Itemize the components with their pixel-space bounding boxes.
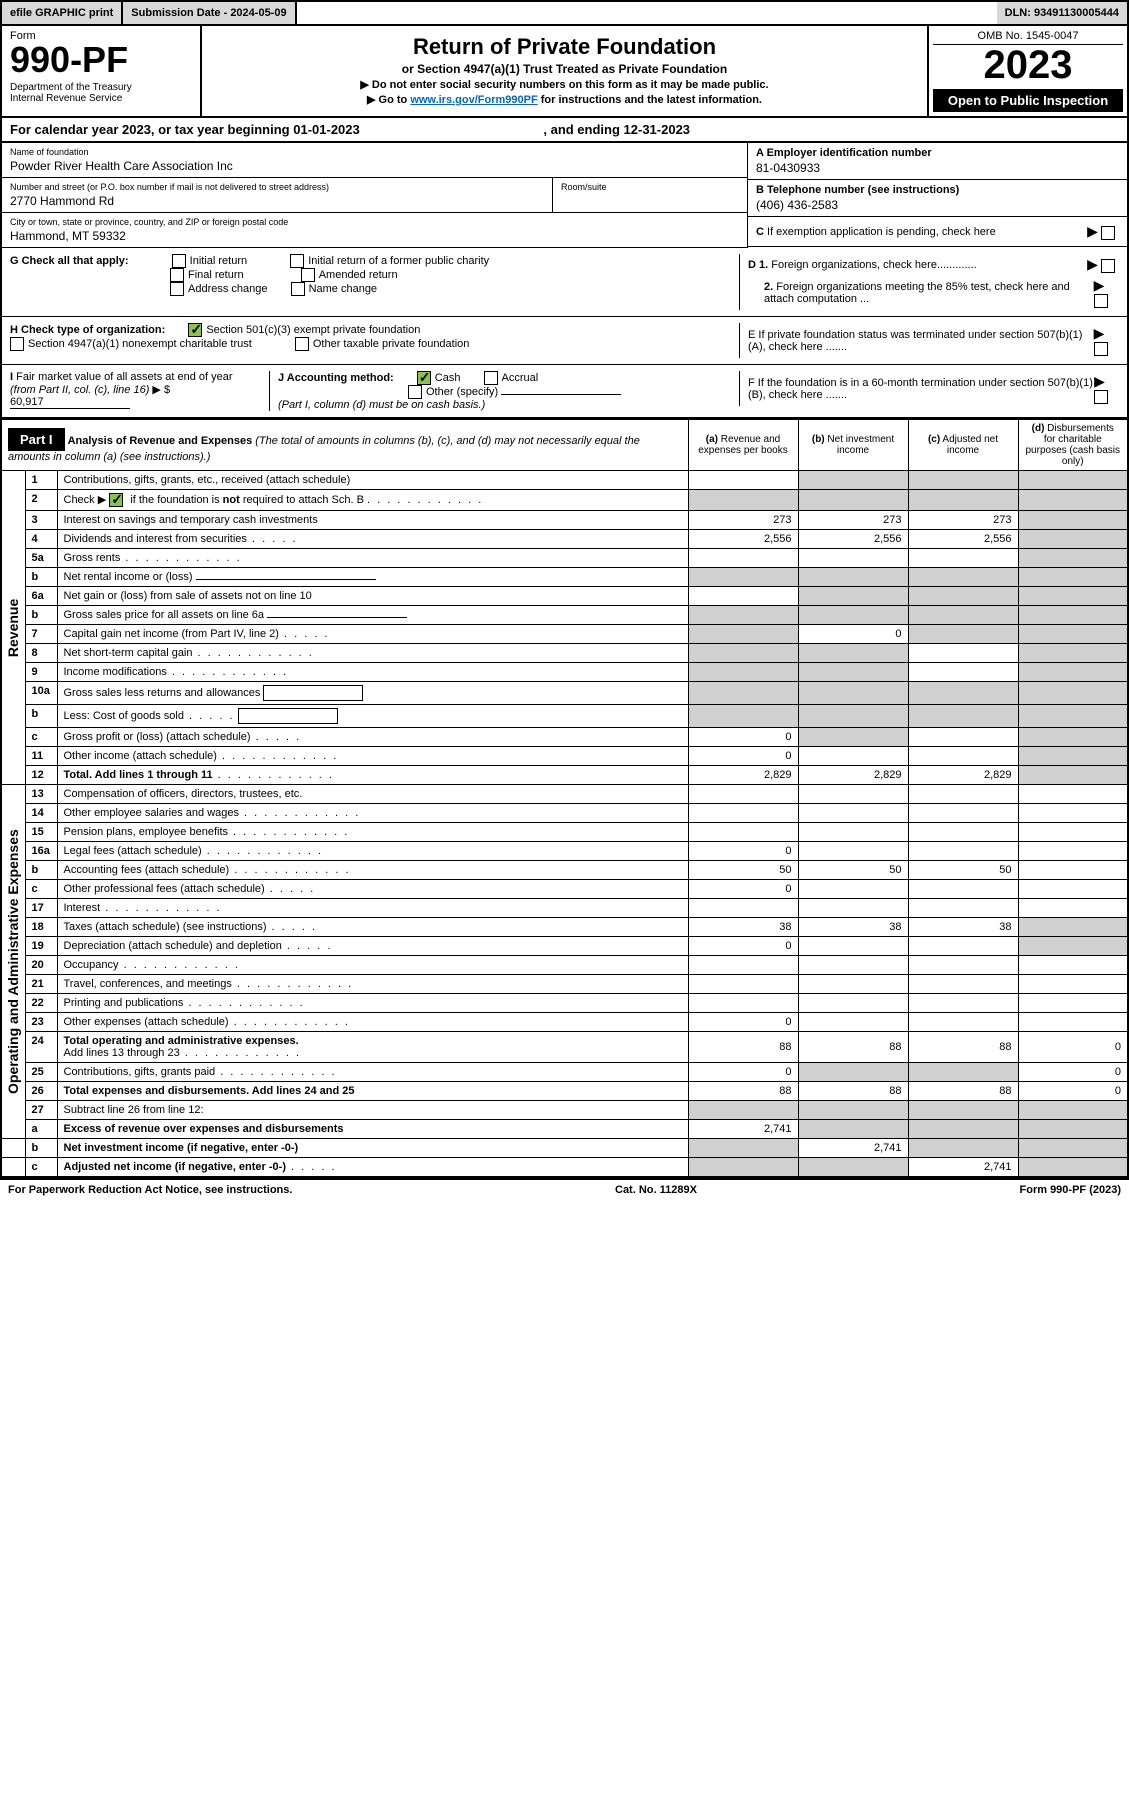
d1-checkbox[interactable] — [1101, 259, 1115, 273]
part1-table: Part I Analysis of Revenue and Expenses … — [0, 419, 1129, 1178]
g-section: G Check all that apply: Initial return I… — [10, 254, 747, 296]
section-g-d: G Check all that apply: Initial return I… — [0, 248, 1129, 317]
foundation-name: Powder River Health Care Association Inc — [10, 159, 739, 173]
amended-return-checkbox[interactable] — [301, 268, 315, 282]
section-h-e: H Check type of organization: Section 50… — [0, 317, 1129, 365]
street-address: 2770 Hammond Rd — [10, 194, 544, 208]
exemption-pending-cell: C If exemption application is pending, c… — [748, 217, 1127, 247]
dept-treasury: Department of the TreasuryInternal Reven… — [10, 82, 192, 104]
irs-link[interactable]: www.irs.gov/Form990PF — [410, 94, 537, 106]
ein: 81-0430933 — [756, 161, 1119, 175]
final-return-checkbox[interactable] — [170, 268, 184, 282]
dln: DLN: 93491130005444 — [997, 2, 1127, 24]
phone: (406) 436-2583 — [756, 198, 1119, 212]
501c3-checkbox[interactable] — [188, 323, 202, 337]
part1-badge: Part I — [8, 428, 65, 451]
phone-cell: B Telephone number (see instructions) (4… — [748, 180, 1127, 217]
e-checkbox[interactable] — [1094, 342, 1108, 356]
col-b-header: (b) Net investment income — [798, 420, 908, 471]
address-cell: Number and street (or P.O. box number if… — [2, 178, 553, 213]
f-checkbox[interactable] — [1094, 390, 1108, 404]
col-a-header: (a) Revenue and expenses per books — [688, 420, 798, 471]
city-state-zip: Hammond, MT 59332 — [10, 229, 739, 243]
h-section: H Check type of organization: Section 50… — [10, 323, 747, 351]
header-left: Form 990-PF Department of the TreasuryIn… — [2, 26, 202, 116]
fmv-value: 60,917 — [10, 396, 130, 409]
accrual-checkbox[interactable] — [484, 371, 498, 385]
cash-checkbox[interactable] — [417, 371, 431, 385]
note-link: ▶ Go to www.irs.gov/Form990PF for instru… — [210, 93, 919, 106]
col-d-header: (d) Disbursements for charitable purpose… — [1018, 420, 1128, 471]
d-section: D 1. Foreign organizations, check here..… — [739, 254, 1119, 310]
schb-checkbox[interactable] — [109, 493, 123, 507]
top-bar: efile GRAPHIC print Submission Date - 20… — [0, 0, 1129, 26]
e-section: E If private foundation status was termi… — [739, 323, 1119, 358]
ein-cell: A Employer identification number 81-0430… — [748, 143, 1127, 180]
header-right: OMB No. 1545-0047 2023 Open to Public In… — [927, 26, 1127, 116]
cat-no: Cat. No. 11289X — [615, 1184, 697, 1196]
efile-label[interactable]: efile GRAPHIC print — [2, 2, 123, 24]
c-checkbox[interactable] — [1101, 226, 1115, 240]
paperwork-notice: For Paperwork Reduction Act Notice, see … — [8, 1184, 292, 1196]
d2-checkbox[interactable] — [1094, 294, 1108, 308]
revenue-side-label: Revenue — [1, 471, 25, 785]
i-section: I Fair market value of all assets at end… — [10, 371, 270, 411]
name-change-checkbox[interactable] — [291, 282, 305, 296]
form-number: 990-PF — [10, 42, 192, 78]
tax-year: 2023 — [933, 45, 1123, 85]
f-section: F If the foundation is in a 60-month ter… — [739, 371, 1119, 406]
form-title: Return of Private Foundation — [210, 34, 919, 60]
calendar-year-row: For calendar year 2023, or tax year begi… — [0, 118, 1129, 143]
initial-former-checkbox[interactable] — [290, 254, 304, 268]
other-method-checkbox[interactable] — [408, 385, 422, 399]
4947a1-checkbox[interactable] — [10, 337, 24, 351]
city-cell: City or town, state or province, country… — [2, 213, 747, 248]
j-section: J Accounting method: Cash Accrual Other … — [270, 371, 747, 411]
form-subtitle: or Section 4947(a)(1) Trust Treated as P… — [210, 62, 919, 76]
note-ssn: ▶ Do not enter social security numbers o… — [210, 78, 919, 91]
room-cell: Room/suite — [553, 178, 747, 213]
submission-date: Submission Date - 2024-05-09 — [123, 2, 296, 24]
entity-info: Name of foundation Powder River Health C… — [0, 143, 1129, 248]
foundation-name-cell: Name of foundation Powder River Health C… — [2, 143, 747, 178]
section-ijf: I Fair market value of all assets at end… — [0, 365, 1129, 419]
col-c-header: (c) Adjusted net income — [908, 420, 1018, 471]
other-taxable-checkbox[interactable] — [295, 337, 309, 351]
page-footer: For Paperwork Reduction Act Notice, see … — [0, 1178, 1129, 1200]
initial-return-checkbox[interactable] — [172, 254, 186, 268]
form-header: Form 990-PF Department of the TreasuryIn… — [0, 26, 1129, 118]
form-ref: Form 990-PF (2023) — [1020, 1184, 1122, 1196]
expenses-side-label: Operating and Administrative Expenses — [1, 785, 25, 1139]
open-public-badge: Open to Public Inspection — [933, 89, 1123, 112]
header-center: Return of Private Foundation or Section … — [202, 26, 927, 116]
address-change-checkbox[interactable] — [170, 282, 184, 296]
